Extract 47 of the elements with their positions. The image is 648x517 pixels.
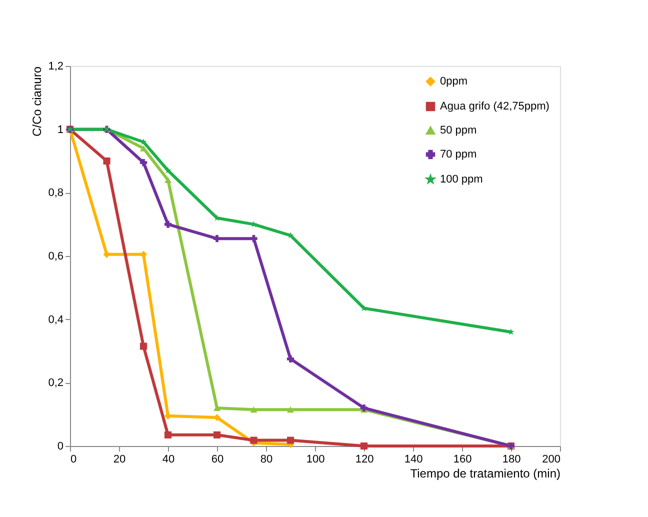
point [360,404,368,412]
point [164,176,172,184]
point [508,328,514,335]
x-tick-label: 80 [260,454,273,466]
y-tick-label: 1,2 [48,60,64,72]
point [213,235,221,242]
x-tick-label: 100 [306,454,325,466]
point [164,166,172,174]
x-tick-label: 180 [502,454,521,466]
x-tick-label: 40 [162,454,175,466]
point [213,431,221,438]
point [250,406,258,413]
legend-label: 70 ppm [440,148,477,160]
point [140,159,148,166]
point [360,442,368,450]
x-axis-title: Tiempo de tratamiento (min) [410,466,560,480]
x-tick-label: 200 [542,454,560,466]
y-axis-title: C/Co cianuro [30,66,44,137]
y-tick-label: 0,8 [48,187,64,200]
legend-label: Agua grifo (42,75ppm) [440,100,550,112]
x-tick-label: 60 [211,454,224,466]
x-tick-label: 20 [113,454,126,466]
y-tick-label: 0,4 [48,314,64,326]
point [214,214,220,221]
x-tick-label: 120 [355,454,374,466]
point [360,304,368,312]
x-tick-label: 160 [453,454,472,466]
legend-label: 50 ppm [440,124,477,136]
x-tick-label: 0 [70,454,77,466]
point [103,157,110,165]
point [164,220,172,228]
y-tick-label: 1 [57,124,64,136]
legend-label: 100 ppm [440,174,483,186]
point [164,431,172,438]
y-tick-label: 0 [57,440,64,452]
x-tick-label: 140 [404,454,423,466]
point [286,406,294,413]
point [140,138,147,145]
point [250,235,258,242]
point [250,436,258,444]
y-tick-label: 0,6 [48,250,64,262]
legend-label: 0ppm [440,76,468,88]
point [286,355,294,362]
point [287,232,294,238]
y-tick-label: 0,2 [48,377,64,390]
point [140,342,148,350]
point [286,436,294,444]
